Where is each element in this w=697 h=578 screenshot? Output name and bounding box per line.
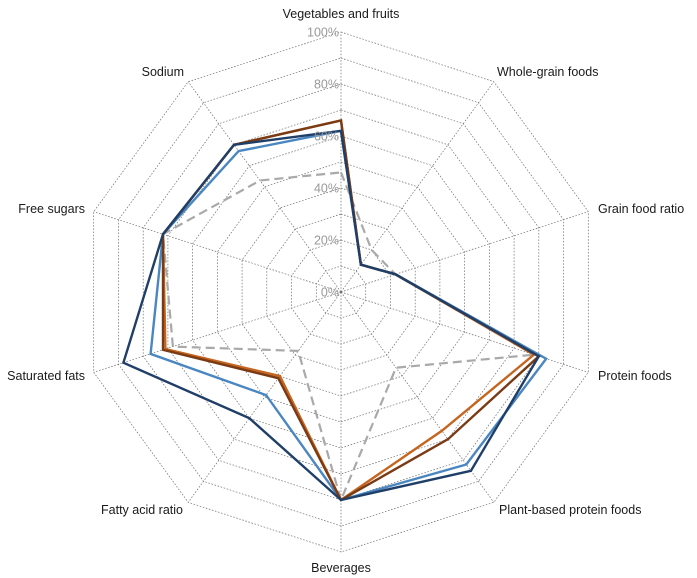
r-tick-label: 60% [314,130,339,144]
axis-label: Protein foods [598,369,672,383]
radial-tick-labels: 0% 20% 40% 60% 80% 100% [307,26,339,300]
axis-label: Fatty acid ratio [101,503,183,517]
axis-label: Saturated fats [7,369,85,383]
axis-labels: Vegetables and fruits Whole-grain foods Gr… [7,7,684,575]
grid-ring [217,161,465,423]
axis-label: Whole-grain foods [497,65,598,79]
series-line-5 [121,129,541,502]
axis-spoke [187,291,342,503]
r-tick-label: 0% [321,286,339,300]
r-tick-label: 40% [314,182,339,196]
axis-label: Beverages [311,561,371,575]
r-tick-label: 20% [314,234,339,248]
axis-label: Free sugars [18,202,85,216]
r-tick-label: 80% [314,78,339,92]
grid [93,31,589,553]
axis-label: Plant-based protein foods [499,503,641,517]
axis-label: Sodium [142,65,184,79]
grid-ring [118,57,564,527]
axis-label: Vegetables and fruits [283,7,400,21]
r-tick-label: 100% [307,26,339,40]
series-line-1 [161,171,538,504]
axis-label: Grain food ratio [598,202,684,216]
series-group [121,118,548,504]
grid-ring [192,135,490,449]
